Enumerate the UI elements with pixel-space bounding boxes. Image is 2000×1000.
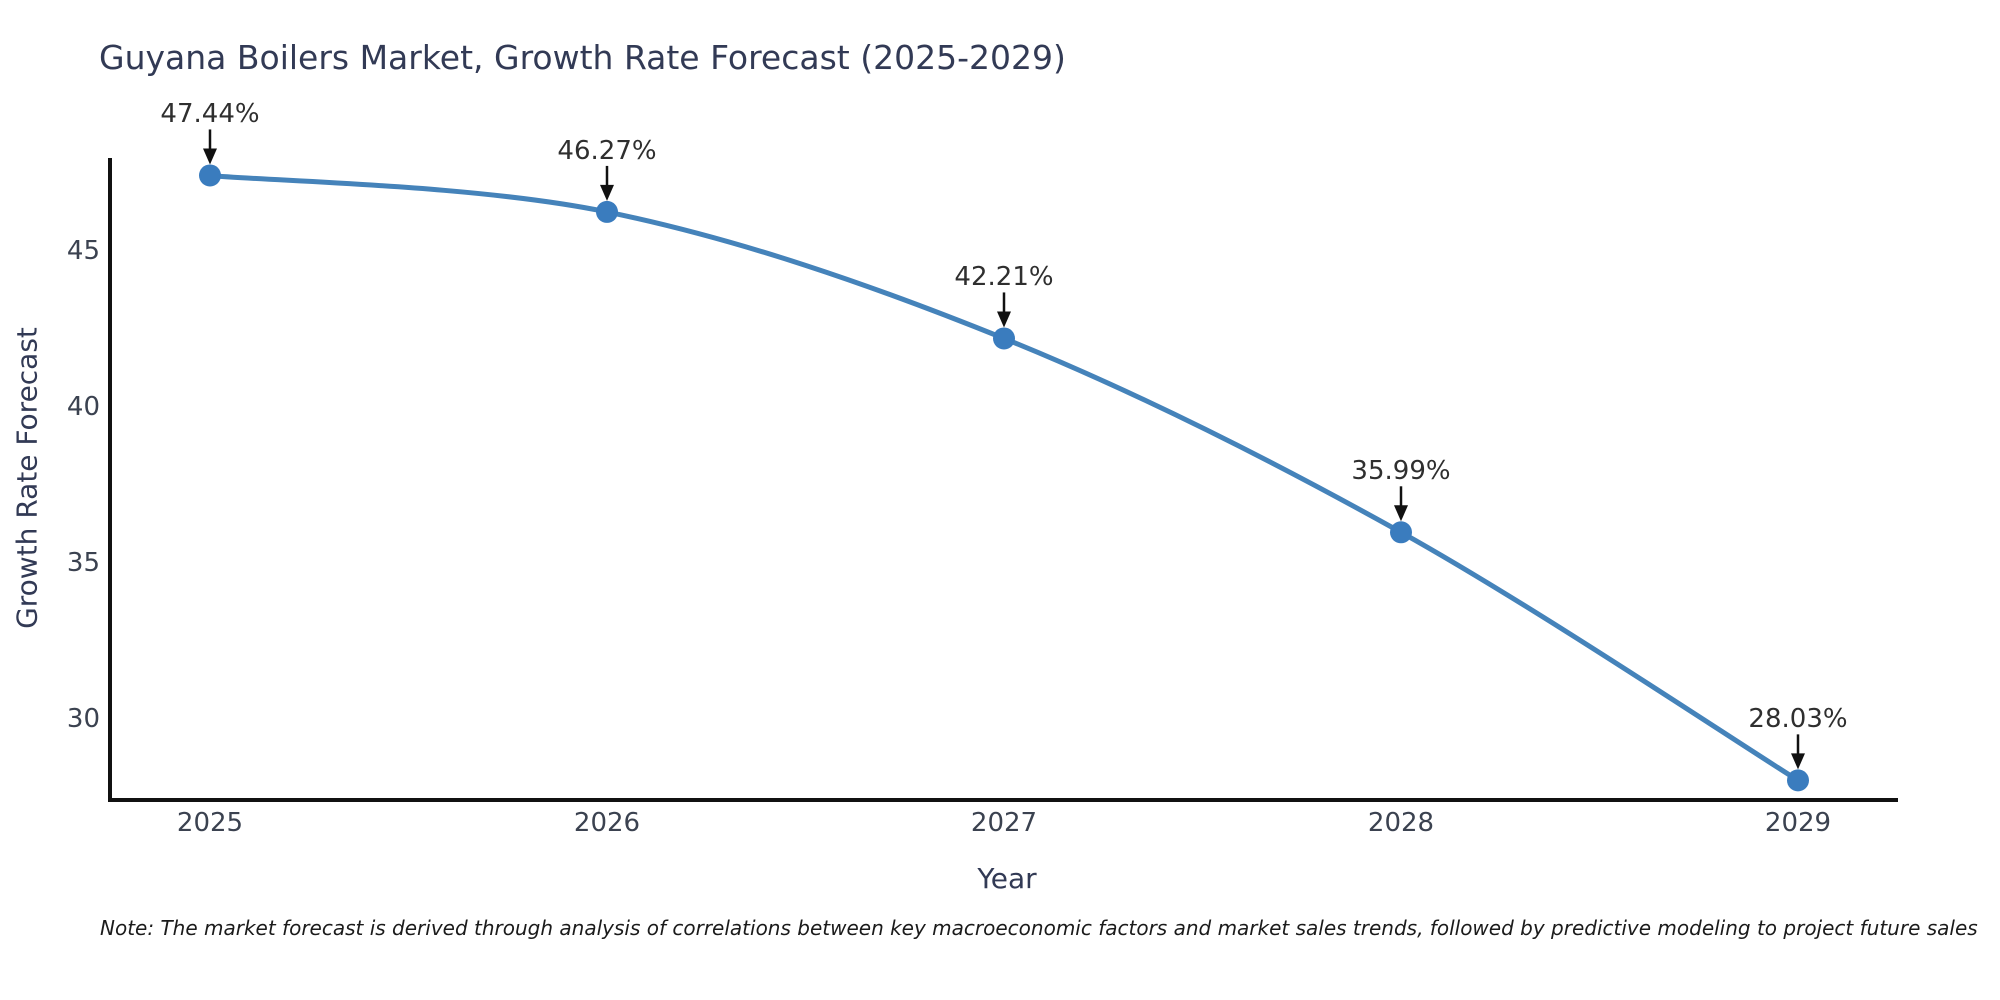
data-point-label: 28.03% xyxy=(1748,704,1848,735)
x-tick-label: 2026 xyxy=(573,808,641,838)
data-point-marker xyxy=(1390,521,1412,544)
y-tick-label: 40 xyxy=(66,392,100,423)
data-point-marker xyxy=(993,327,1015,350)
annotation-arrow-head xyxy=(600,184,614,201)
data-point-label: 35.99% xyxy=(1351,456,1451,487)
data-point-label: 46.27% xyxy=(557,135,657,166)
chart-title: Guyana Boilers Market, Growth Rate Forec… xyxy=(99,38,1066,77)
x-tick-label: 2029 xyxy=(1764,808,1832,838)
data-point-marker xyxy=(1787,769,1809,792)
x-axis-title: Year xyxy=(977,862,1037,895)
annotation-arrow-head xyxy=(1791,753,1805,770)
data-point-label: 47.44% xyxy=(160,99,260,130)
data-point-label: 42.21% xyxy=(954,262,1054,293)
data-point-marker xyxy=(596,200,618,223)
x-tick-label: 2027 xyxy=(970,808,1038,838)
y-tick-label: 35 xyxy=(66,548,100,579)
y-tick-label: 45 xyxy=(66,236,100,267)
footnote: Note: The market forecast is derived thr… xyxy=(100,916,1978,940)
annotation-arrow-head xyxy=(203,148,217,165)
y-tick-label: 30 xyxy=(66,703,100,734)
x-tick-label: 2025 xyxy=(176,808,244,838)
annotation-arrow-head xyxy=(1394,505,1408,522)
x-tick-label: 2028 xyxy=(1367,808,1435,838)
data-point-marker xyxy=(199,164,221,187)
annotation-arrow-head xyxy=(997,311,1011,328)
